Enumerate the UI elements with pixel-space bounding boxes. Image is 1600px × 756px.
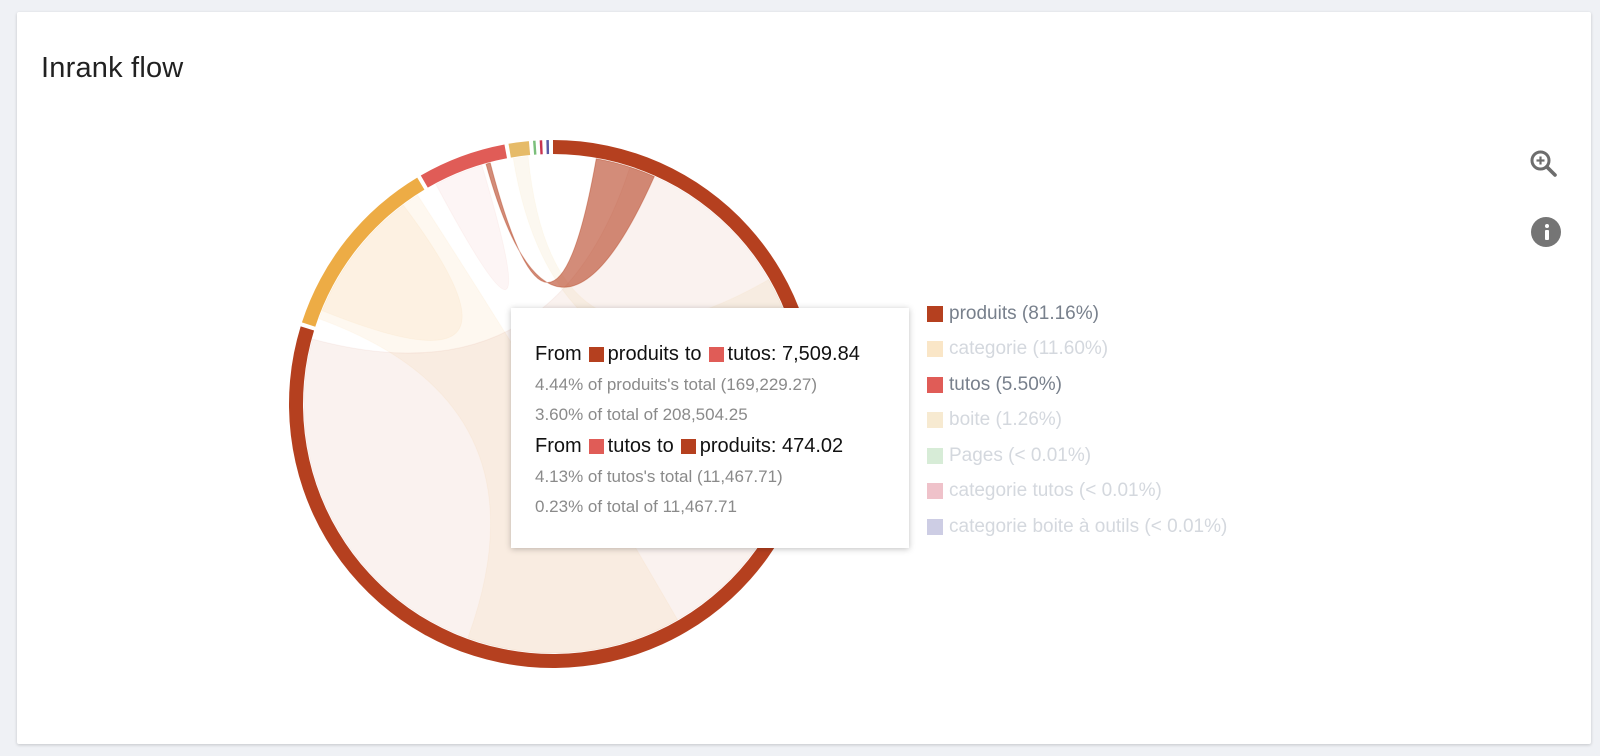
legend-item-categorie-boite-outils[interactable]: categorie boite à outils (< 0.01%) <box>927 509 1227 545</box>
legend-item-pages[interactable]: Pages (< 0.01%) <box>927 438 1227 474</box>
legend-item-tutos[interactable]: tutos (5.50%) <box>927 367 1227 403</box>
legend-swatch <box>927 341 943 358</box>
tooltip-flow1-source: produits <box>607 342 679 365</box>
tooltip-flow1-target: tutos <box>727 342 771 365</box>
legend-item-categorie-tutos[interactable]: categorie tutos (< 0.01%) <box>927 474 1227 510</box>
chart-legend: produits (81.16%) categorie (11.60%) tutos… <box>927 296 1227 545</box>
arc-pages[interactable] <box>533 140 537 155</box>
tooltip-flow2-heading: From tutos to produits: 474.02 <box>535 434 844 457</box>
legend-swatch <box>927 412 943 429</box>
arc-boite[interactable] <box>508 141 531 158</box>
tooltip-flow2-target: produits <box>699 434 771 457</box>
tooltip-flow2-total-share: 0.23% of total of 11,467.71 <box>535 497 737 516</box>
legend-swatch <box>927 518 943 535</box>
categorie-self-ribbon <box>321 204 463 341</box>
legend-label: Pages (< 0.01%) <box>949 444 1092 466</box>
zoom-in-icon[interactable] <box>1528 148 1560 180</box>
legend-item-boite[interactable]: boite (1.26%) <box>927 403 1227 439</box>
legend-label: categorie tutos (< 0.01%) <box>949 480 1162 502</box>
tooltip-flow2-source-share: 4.13% of tutos's total (11,467.71) <box>535 467 783 486</box>
tooltip-swatch <box>588 438 604 454</box>
tooltip-flow1-total-share: 3.60% of total of 208,504.25 <box>535 405 748 424</box>
tooltip-flow1-source-share: 4.44% of produits's total (169,229.27) <box>535 375 818 394</box>
arc-tutos[interactable] <box>420 144 508 188</box>
tutos-self-ribbon <box>435 164 510 291</box>
arc-categorie[interactable] <box>301 177 425 327</box>
tooltip-flow1-heading: From produits to tutos: 7,509.84 <box>535 342 860 365</box>
ribbon-produits-tutos[interactable] <box>485 158 655 288</box>
tooltip-flow2-value: 474.02 <box>782 434 844 457</box>
legend-swatch <box>927 305 943 322</box>
arc-categorie-tutos[interactable] <box>539 140 543 155</box>
legend-label: boite (1.26%) <box>949 409 1063 431</box>
tooltip-flow1-value: 7,509.84 <box>782 342 860 365</box>
arc-categorie-boite-outils[interactable] <box>546 140 550 155</box>
legend-item-categorie[interactable]: categorie (11.60%) <box>927 332 1227 368</box>
legend-swatch <box>927 447 943 464</box>
tooltip-swatch <box>680 438 696 454</box>
chart-card: Inrank flow produits (81.16%) categorie (… <box>17 12 1591 744</box>
legend-label: categorie boite à outils (< 0.01%) <box>949 515 1228 537</box>
legend-item-produits[interactable]: produits (81.16%) <box>927 296 1227 332</box>
info-icon[interactable] <box>1531 217 1561 247</box>
tooltip-swatch <box>708 346 724 362</box>
chart-tooltip: From produits to tutos: 7,509.84 4.44% o… <box>511 308 909 548</box>
legend-swatch <box>927 376 943 393</box>
tooltip-flow2-source: tutos <box>607 434 652 457</box>
legend-label: categorie (11.60%) <box>949 338 1109 360</box>
card-title: Inrank flow <box>41 52 184 84</box>
legend-label: produits (81.16%) <box>949 302 1099 324</box>
legend-swatch <box>927 483 943 500</box>
tooltip-swatch <box>588 346 604 362</box>
legend-label: tutos (5.50%) <box>949 373 1062 395</box>
